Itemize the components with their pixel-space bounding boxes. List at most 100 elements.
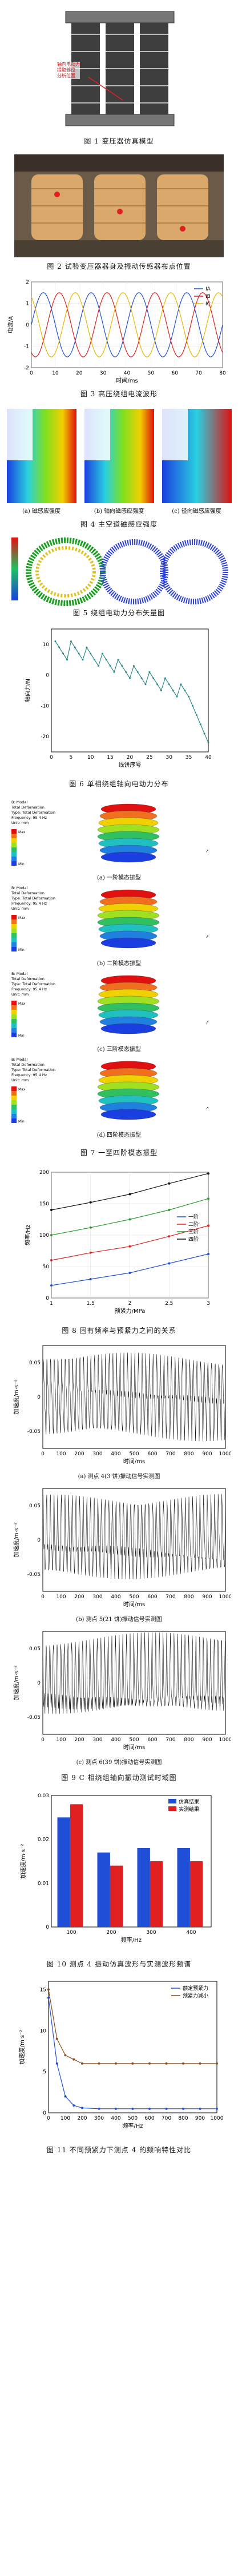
plot-frame — [48, 1981, 217, 2113]
legend-label: 预紧力减小 — [183, 1992, 208, 1999]
x-tick-label: 100 — [56, 1737, 66, 1743]
legend-color-swatch — [11, 1105, 17, 1109]
legend-color-swatch — [11, 843, 17, 847]
x-tick-label: 800 — [184, 1737, 193, 1743]
legend-color-swatch — [11, 1005, 17, 1010]
legend-header-line: B: Modal — [11, 972, 27, 976]
data-point — [128, 1193, 131, 1196]
legend-header-line: Type: Total Deformation — [11, 982, 55, 986]
x-tick-label: 0 — [41, 1594, 45, 1600]
figure-9c-subcaption: (c) 测点 6(39 饼)振动信号实测图 — [76, 1759, 162, 1766]
figure-7-subcaption-2: (b) 二阶模态振型 — [96, 961, 142, 967]
x-tick-label: 400 — [111, 1451, 120, 1457]
x-axis-label: 时间/ms — [123, 1600, 145, 1608]
x-tick-label: 300 — [94, 2116, 104, 2121]
data-point — [89, 1226, 92, 1229]
y-tick-label: -0.05 — [27, 1572, 41, 1578]
x-tick-label: 30 — [166, 755, 173, 761]
legend-color-swatch — [11, 1100, 17, 1105]
legend-header-line: Frequency: 95.4 Hz — [11, 901, 47, 906]
data-point — [125, 671, 127, 673]
y-tick-label: 0 — [46, 1296, 49, 1301]
x-tick-label: 1 — [50, 1301, 53, 1307]
legend-color-swatch — [11, 857, 17, 861]
legend-header-line: Total Deformation — [11, 1062, 45, 1067]
y-axis-label: 轴向力/N — [24, 679, 31, 702]
y-tick-label: 0 — [37, 1395, 41, 1400]
data-point — [192, 704, 193, 707]
legend-header-line: Unit: mm — [11, 1078, 29, 1082]
x-tick-label: 60 — [172, 371, 179, 376]
x-tick-label: 200 — [74, 1451, 84, 1457]
data-point — [168, 1235, 171, 1238]
legend-color-swatch — [11, 1118, 17, 1123]
legend-header-line: Total Deformation — [11, 805, 45, 810]
figure-3-caption: 图 3 高压绕组电流波形 — [80, 390, 158, 398]
legend-swatch — [168, 1799, 176, 1803]
data-point — [168, 1182, 171, 1185]
figure-8-caption: 图 8 固有频率与预紧力之间的关系 — [62, 1327, 176, 1335]
data-point — [62, 652, 64, 655]
y-tick-label: 0.05 — [29, 1360, 41, 1366]
data-point — [203, 732, 205, 735]
legend-header-line: Frequency: 95.4 Hz — [11, 815, 47, 820]
x-tick-label: 500 — [128, 2116, 138, 2121]
y-tick-label: 5 — [43, 2069, 46, 2075]
data-point — [94, 659, 96, 661]
x-tick-label: 900 — [202, 1594, 212, 1600]
legend-color-swatch — [11, 1001, 17, 1005]
x-tick-label: 700 — [162, 2116, 171, 2121]
y-tick-label: 0.02 — [38, 1837, 49, 1843]
series-line-IC — [31, 292, 223, 357]
y-tick-label: 150 — [39, 1201, 49, 1207]
legend-color-swatch — [11, 829, 17, 834]
bar-仿真结果 — [57, 1817, 70, 1927]
data-point — [64, 2095, 67, 2098]
vibration-signal-chart-a: 0 100 200 300 400 500 600 700 800 900 1000 0.05 0 -0.… — [13, 1345, 231, 1465]
data-point — [89, 1278, 92, 1280]
x-tick-label: 700 — [166, 1737, 175, 1743]
axis-triad: ↗ — [205, 849, 209, 853]
x-tick-label: 0 — [50, 755, 53, 761]
legend-header-line: B: Modal — [11, 800, 27, 805]
figure-9: 0 100 200 300 400 500 600 700 800 900 1000 0.05 0 -0.… — [0, 1341, 238, 1787]
x-tick-label: 0 — [30, 371, 33, 376]
y-tick-label: -10 — [41, 703, 49, 709]
data-point — [182, 2107, 184, 2110]
x-tick-label: 400 — [186, 1930, 196, 1936]
y-tick-label: -1 — [24, 344, 29, 350]
x-tick-label: 0 — [41, 1451, 45, 1457]
data-point — [144, 683, 147, 686]
legend-label: IA — [205, 286, 211, 292]
legend-color-swatch — [11, 1033, 17, 1037]
data-point — [64, 2054, 67, 2057]
y-tick-label: 0.05 — [29, 1646, 41, 1652]
flux-density-map-a — [7, 409, 76, 503]
legend-color-swatch — [11, 1109, 17, 1114]
x-axis-label: 预紧力/MPa — [115, 1307, 146, 1315]
x-tick-label: 800 — [184, 1594, 193, 1600]
data-point — [207, 742, 209, 744]
mode-shape-ring — [100, 1023, 156, 1034]
transformer-model-render — [65, 11, 175, 126]
legend-label: 一阶 — [188, 1213, 199, 1220]
legend-max-label: Max — [18, 916, 26, 920]
y-tick-label: 0 — [46, 673, 49, 679]
data-point — [55, 2062, 58, 2065]
y-tick-label: 50 — [43, 1264, 50, 1270]
bar-仿真结果 — [177, 1848, 190, 1927]
legend-color-swatch — [11, 1019, 17, 1024]
x-tick-label: 700 — [166, 1594, 175, 1600]
data-point — [140, 677, 143, 679]
y-tick-label: 200 — [39, 1170, 49, 1176]
y-tick-label: 0.05 — [29, 1503, 41, 1509]
legend-header-line: Type: Total Deformation — [11, 810, 55, 815]
data-point — [78, 652, 80, 655]
x-tick-label: 25 — [146, 755, 152, 761]
vibration-signal-line — [42, 1632, 226, 1714]
x-tick-label: 600 — [147, 1737, 157, 1743]
data-point — [160, 690, 162, 691]
